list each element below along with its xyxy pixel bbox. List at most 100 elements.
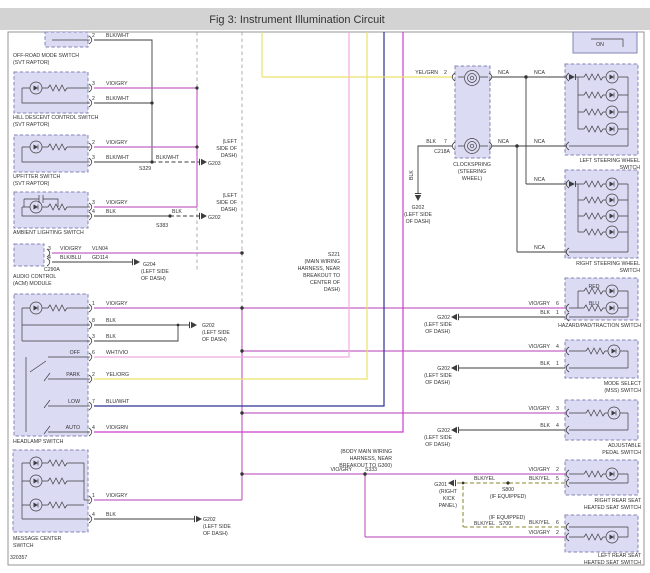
- ground-label: (LEFT: [223, 139, 238, 145]
- wire-label: BLK/WHT: [106, 33, 130, 39]
- wire-label: BLK: [106, 318, 116, 324]
- wire-label: BLU: [589, 301, 599, 307]
- ground-label: G202: [203, 517, 216, 523]
- ground-label: DASH): [221, 153, 237, 159]
- ground-label: KICK: [443, 496, 456, 502]
- right-steering-wheel-switch: [564, 169, 639, 259]
- pin-number: 2: [556, 467, 559, 473]
- component-label: RIGHT REAR SEAT: [594, 498, 641, 504]
- ground-label: OF DASH): [203, 531, 228, 537]
- wire-label: NCA: [498, 139, 509, 145]
- circuit-label: VLN04: [92, 246, 108, 252]
- pin-number: 3: [92, 155, 95, 161]
- ground-label: G202: [208, 215, 221, 221]
- splice-label: BREAKOUT TO G300): [339, 463, 392, 469]
- connector-label: C290A: [44, 267, 60, 273]
- wire-label: BLK: [540, 423, 550, 429]
- pin-number: 4: [556, 344, 559, 350]
- pin-number: 3: [48, 246, 51, 252]
- component-label: HEADLAMP SWITCH: [13, 439, 64, 445]
- switch-position: AUTO: [66, 425, 80, 431]
- ground-label: (LEFT: [223, 193, 238, 199]
- splice-label: (MAIN WIRING: [305, 259, 340, 265]
- pin-number: 2: [92, 140, 95, 146]
- wire-label: BLK: [540, 361, 550, 367]
- audio-control-module: [13, 243, 45, 267]
- pin-number: 7: [92, 399, 95, 405]
- wire-label: BLK: [106, 334, 116, 340]
- pin-number: 6: [556, 520, 559, 526]
- component-label: (ACM) MODULE: [13, 281, 52, 287]
- splice-label: HARNESS, NEAR: [298, 266, 341, 272]
- component-label: (STEERING: [458, 169, 486, 175]
- component-label: (SVT RAPTOR): [13, 181, 50, 187]
- ground-label: (LEFT SIDE: [141, 269, 169, 275]
- component-label: SWITCH: [13, 543, 34, 549]
- wire-label: BLK/YEL: [529, 520, 550, 526]
- wire-label: RED: [589, 284, 600, 290]
- component-label: (MSS) SWITCH: [604, 388, 641, 394]
- component-label: (SVT RAPTOR): [13, 122, 50, 128]
- ambient-lighting-switch: [13, 191, 90, 229]
- ground-label: (RIGHT: [439, 489, 458, 495]
- splice-label: BREAKOUT TO: [303, 273, 340, 279]
- on-switch-block: [572, 31, 638, 54]
- wire-label: NCA: [498, 70, 509, 76]
- component-label: HEATED SEAT SWITCH: [584, 505, 641, 511]
- wire-label: VIO/GRY: [106, 200, 128, 206]
- note-label: (IF EQUIPPED): [489, 515, 526, 521]
- wire-label: NCA: [534, 177, 545, 183]
- ground-label: PANEL): [439, 503, 458, 509]
- splice-label: (BODY MAIN WIRING: [341, 449, 393, 455]
- pin-number: 2: [444, 70, 447, 76]
- component-label: HAZARD/PAD/TRACTION SWITCH: [558, 323, 641, 329]
- mode-select-switch: [564, 339, 639, 379]
- blk-yel-wires: [456, 482, 565, 528]
- diagram-border: [7, 31, 645, 566]
- off-road-mode-switch: [44, 31, 90, 48]
- ground-label: OF DASH): [202, 337, 227, 343]
- switch-position: LOW: [68, 399, 80, 405]
- component-label: AMBIENT LIGHTING SWITCH: [13, 230, 84, 236]
- headlamp-switch: [13, 293, 90, 437]
- upfitter-switch: [13, 134, 90, 173]
- note-label: (IF EQUIPPED): [490, 494, 527, 500]
- pin-number: 2: [556, 530, 559, 536]
- ground-label: G202: [437, 366, 450, 372]
- component-label: MODE SELECT: [604, 381, 642, 387]
- wire-label: VIO/GRY: [106, 493, 128, 499]
- pin-number: 4: [48, 255, 51, 261]
- pin-number: 1: [92, 301, 95, 307]
- pin-number: 2: [92, 96, 95, 102]
- splice-label: DASH): [324, 287, 340, 293]
- ground-label: OF DASH): [406, 219, 431, 225]
- wire-label: BLK: [540, 310, 550, 316]
- splice-label: HARNESS, NEAR: [350, 456, 393, 462]
- hazard-pad-traction-switch: [564, 277, 639, 321]
- pin-number: 1: [92, 493, 95, 499]
- ground-label: (LEFT SIDE: [202, 330, 230, 336]
- component-label: UPFITTER SWITCH: [13, 174, 61, 180]
- wire-label: BLK: [106, 512, 116, 518]
- pin-number: 3: [92, 200, 95, 206]
- wire-label: VIO/GRY: [528, 344, 550, 350]
- component-label: HILL DESCENT CONTROL SWITCH: [13, 115, 99, 121]
- splice-label: CENTER OF: [310, 280, 340, 286]
- splice-label: S700: [499, 521, 511, 527]
- ground-label: G203: [208, 161, 221, 167]
- title-bar: [0, 8, 650, 30]
- splice-label: S800: [502, 487, 514, 493]
- dash-boundary-lines: [196, 32, 243, 308]
- ground-label: OF DASH): [141, 276, 166, 282]
- ground-label: (LEFT SIDE: [424, 373, 452, 379]
- wire-label: WHT/VIO: [106, 350, 128, 356]
- wire-label: BLK/YEL: [474, 521, 495, 527]
- component-label: CLOCKSPRING: [453, 162, 491, 168]
- splice-label: S329: [139, 166, 151, 172]
- component-label: PEDAL SWITCH: [602, 450, 641, 456]
- adjustable-pedal-switch: [564, 399, 639, 441]
- wire-label: VIO/GRY: [528, 467, 550, 473]
- component-label: SWITCH: [620, 165, 641, 171]
